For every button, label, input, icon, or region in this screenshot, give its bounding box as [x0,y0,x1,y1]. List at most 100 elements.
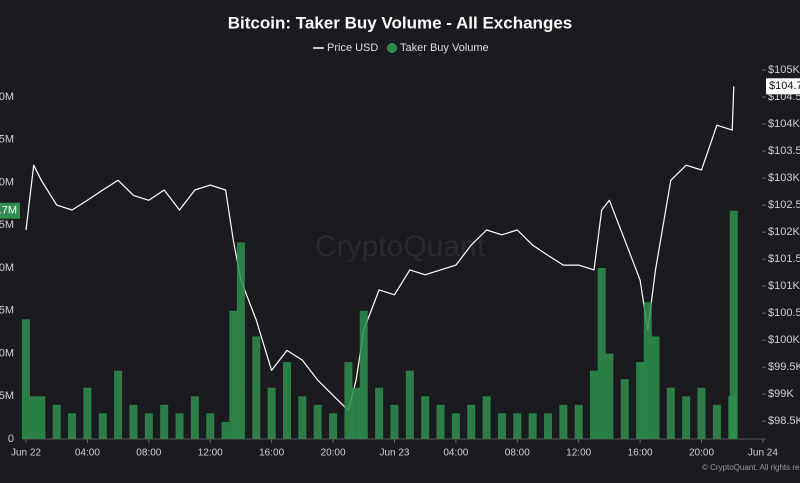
volume-bar [236,242,245,439]
y2-tick-label: $101.5K [768,253,800,265]
volume-bar [543,413,552,439]
y-tick-label: 0 [8,433,14,445]
x-tick-label: Jun 23 [379,448,409,459]
volume-bar [651,336,660,439]
y-tick-label: 10M [0,347,14,359]
x-tick-label: 04:00 [75,448,100,459]
volume-bar [229,310,238,439]
volume-bar [497,413,506,439]
volume-bar [21,319,30,439]
watermark: CryptoQuant [315,230,486,263]
volume-bar [620,379,629,439]
x-tick-label: 20:00 [689,448,714,459]
volume-bar [29,396,38,439]
y2-tick-label: $99K [768,388,794,400]
volume-bar [712,404,721,439]
y-tick-label: 30M [0,176,14,188]
volume-bar [390,404,399,439]
legend-label: Price USD [327,42,378,54]
x-tick-label: Jun 22 [11,448,41,459]
y-tick-label: 35M [0,134,14,146]
x-tick-label: 08:00 [505,448,530,459]
volume-bar [597,268,606,439]
volume-bar [666,387,675,439]
y2-tick-label: $99.5K [768,361,800,373]
y2-tick-label: $103.5K [768,145,800,157]
volume-bar [344,362,353,439]
volume-bar [313,404,322,439]
volume-bar [467,404,476,439]
volume-bar [482,396,491,439]
y2-tick-label: $103K [768,172,800,184]
volume-bar [160,404,169,439]
volume-bar [682,396,691,439]
current-value-box [766,78,800,95]
volume-bar [114,370,123,439]
volume-bar [282,362,291,439]
volume-bar [37,396,46,439]
volume-bar [68,413,77,439]
x-tick-label: 12:00 [198,448,223,459]
volume-bar [643,302,652,439]
volume-bar [574,404,583,439]
volume-bar [252,336,261,439]
x-tick-label: 20:00 [321,448,346,459]
volume-bar [405,370,414,439]
current-value-label: 26.7M [0,205,17,217]
current-value-label: $104.7 [769,80,800,92]
y2-tick-label: $100.5K [768,307,800,319]
volume-bar [528,413,537,439]
y2-tick-label: $102K [768,226,800,238]
volume-bar [451,413,460,439]
current-value-box [0,202,20,219]
volume-bar [375,387,384,439]
x-tick-label: 08:00 [136,448,161,459]
x-tick-label: 16:00 [628,448,653,459]
y-tick-label: 15M [0,305,14,317]
y2-tick-label: $104K [768,118,800,130]
y-tick-label: 25M [0,219,14,231]
y-tick-label: 5M [0,390,14,402]
legend-dot [387,43,397,53]
y2-tick-label: $98.5K [768,415,800,427]
volume-bar [129,404,138,439]
volume-bar [605,353,614,439]
y2-tick-label: $102.5K [768,199,800,211]
volume-bar [83,387,92,439]
y2-tick-label: $105K [768,64,800,76]
x-tick-label: 12:00 [566,448,591,459]
x-tick-label: 04:00 [443,448,468,459]
volume-bar [590,370,599,439]
volume-bar [221,421,230,439]
volume-bar [352,387,361,439]
y2-tick-label: $100K [768,334,800,346]
volume-bar [175,413,184,439]
legend-label: Taker Buy Volume [400,42,489,54]
y-tick-label: 20M [0,262,14,274]
volume-bar [513,413,522,439]
volume-bar [421,396,430,439]
volume-bar [436,404,445,439]
volume-bar [190,396,199,439]
volume-bar [359,310,368,439]
volume-bar [298,396,307,439]
x-tick-label: Jun 24 [748,448,778,459]
price-line [25,86,735,411]
x-tick-label: 16:00 [259,448,284,459]
y-tick-label: 40M [0,91,14,103]
legend: Price USD Taker Buy Volume [313,42,489,54]
volume-bar [206,413,215,439]
volume-bar [697,387,706,439]
y2-tick-label: $101K [768,280,800,292]
volume-bar [52,404,61,439]
volume-bar [98,413,107,439]
volume-bar [729,210,738,439]
volume-bar [144,413,153,439]
volume-bar [559,404,568,439]
volume-bar [636,362,645,439]
footer: © CryptoQuant. All rights reserved [702,463,800,472]
chart-title: Bitcoin: Taker Buy Volume - All Exchange… [228,13,572,32]
volume-bar [267,387,276,439]
volume-bar [329,413,338,439]
